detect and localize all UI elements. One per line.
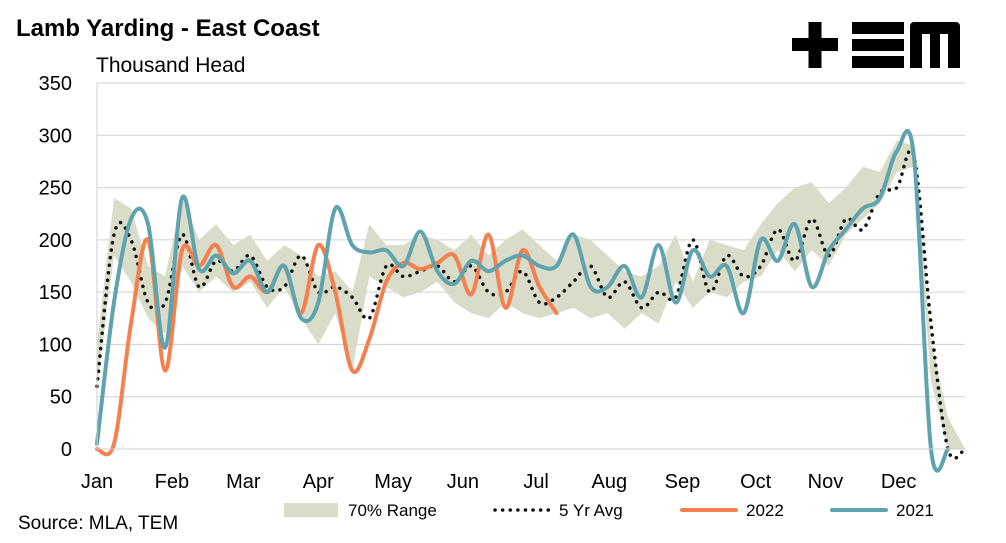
y-tick-label: 200: [39, 230, 72, 252]
x-tick-label: Jul: [523, 471, 549, 493]
x-tick-label: Aug: [591, 471, 627, 493]
x-tick-label: Dec: [881, 471, 917, 493]
y-tick-label: 50: [50, 387, 72, 409]
legend: 70% Range 5 Yr Avg 2022 2021: [284, 501, 934, 520]
y-tick-label: 0: [61, 439, 72, 461]
tem-logo: [792, 22, 960, 68]
x-tick-label: May: [374, 471, 412, 493]
legend-label: 2021: [896, 501, 934, 520]
series-2022-line: [95, 232, 559, 457]
series-layer: [95, 128, 967, 473]
range-band-layer: [97, 140, 965, 449]
x-tick-label: Oct: [740, 471, 772, 493]
y-axis-unit-label: Thousand Head: [96, 54, 246, 77]
y-tick-label: 250: [39, 178, 72, 200]
legend-swatch-range: [284, 503, 338, 517]
x-tick-label: Feb: [155, 471, 189, 493]
range-band-70pct: [97, 140, 965, 449]
x-tick-label: Nov: [808, 471, 844, 493]
x-tick-label: Jun: [447, 471, 479, 493]
legend-label: 5 Yr Avg: [559, 501, 623, 520]
x-tick-label: Apr: [303, 471, 334, 493]
source-note: Source: MLA, TEM: [18, 513, 179, 534]
y-tick-label: 350: [39, 73, 72, 95]
chart-title: Lamb Yarding - East Coast: [16, 15, 320, 42]
y-tick-label: 100: [39, 334, 72, 356]
series-2021-line: [95, 128, 950, 473]
x-tick-label: Sep: [665, 471, 701, 493]
legend-label: 70% Range: [348, 501, 437, 520]
axes: 0 50 100 150 200 250 300 350 Jan Feb Mar Apr May Jun J…: [39, 73, 965, 493]
series-5yr-avg-line: [95, 148, 967, 460]
legend-label: 2022: [746, 501, 784, 520]
x-tick-label: Mar: [226, 471, 261, 493]
y-tick-label: 150: [39, 282, 72, 304]
y-tick-label: 300: [39, 125, 72, 147]
x-tick-label: Jan: [81, 471, 113, 493]
